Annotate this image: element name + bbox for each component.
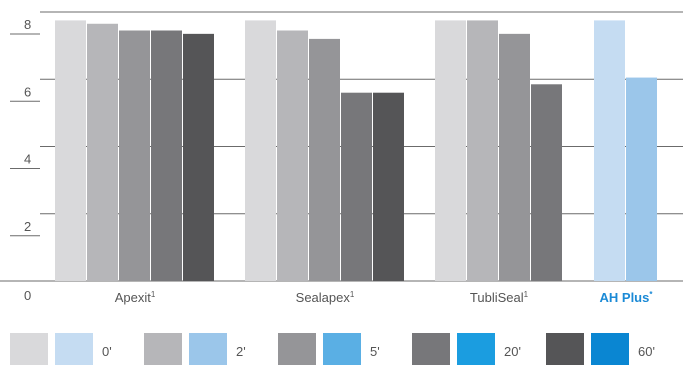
bar-apexit-3 (119, 30, 150, 282)
legend-swatch-grey (144, 333, 182, 365)
legend-swatch-blue (457, 333, 495, 365)
bar-sealapex-3 (309, 38, 340, 282)
category-label: Sealapex1 (296, 290, 355, 305)
bar-apexit-1 (55, 20, 86, 281)
legend-swatch-blue (55, 333, 93, 365)
y-tick-label: 0 (24, 288, 31, 303)
legend: 0' 2' 5' 20' 60' (10, 333, 655, 365)
bar-tubliseal-1 (435, 20, 466, 281)
legend-label: 5' (370, 344, 380, 359)
bar-sealapex-2 (277, 30, 308, 282)
bar-apexit-5 (183, 33, 214, 282)
bar-apexit-4 (151, 30, 182, 282)
legend-label: 20' (504, 344, 521, 359)
bar-tubliseal-4 (531, 84, 562, 281)
y-tick-label: 8 (24, 17, 31, 32)
legend-swatch-grey (278, 333, 316, 365)
legend-swatch-blue (591, 333, 629, 365)
legend-swatch-blue (189, 333, 227, 365)
legend-swatch-grey (10, 333, 48, 365)
category-label: TubliSeal1 (470, 290, 529, 305)
bar-sealapex-1 (245, 20, 276, 281)
bar-sealapex-4 (341, 92, 372, 281)
y-tick-label: 2 (24, 219, 31, 234)
bar-apexit-2 (87, 23, 118, 282)
bar-tubliseal-3 (499, 33, 530, 282)
legend-label: 0' (102, 344, 112, 359)
bar-sealapex-5 (373, 92, 404, 281)
category-label: Apexit1 (115, 290, 156, 305)
bar-ah-plus-2 (626, 77, 657, 281)
legend-label: 2' (236, 344, 246, 359)
legend-swatch-blue (323, 333, 361, 365)
category-label: AH Plus* (600, 290, 654, 305)
bar-ah-plus-1 (594, 20, 625, 281)
legend-label: 60' (638, 344, 655, 359)
y-tick-label: 4 (24, 152, 31, 167)
y-tick-label: 6 (24, 84, 31, 99)
category-labels: Apexit1 Sealapex1 TubliSeal1 AH Plus* (115, 290, 654, 305)
bars (55, 20, 657, 282)
y-axis-tick-labels: 0 2 4 6 8 (24, 17, 31, 303)
legend-swatch-grey (412, 333, 450, 365)
legend-swatch-grey (546, 333, 584, 365)
bar-tubliseal-2 (467, 20, 498, 281)
